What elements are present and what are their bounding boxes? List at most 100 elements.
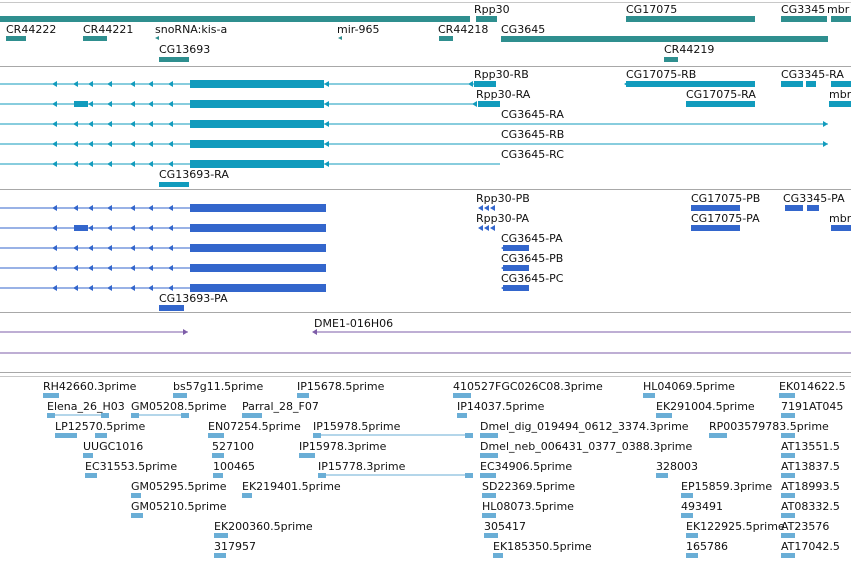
est-glyph[interactable] [482,493,496,498]
protein-exon[interactable] [168,265,173,271]
protein-exon[interactable] [52,205,57,211]
est-label[interactable]: EC34906.5prime [480,460,573,473]
est-label[interactable]: AT13837.5 [781,460,840,473]
est-glyph[interactable] [131,413,139,418]
protein-exon[interactable] [52,285,57,291]
est-glyph[interactable] [453,393,471,398]
protein-exon[interactable] [107,265,112,271]
est-glyph[interactable] [781,533,795,538]
transcript-label-cg17075-rb[interactable]: CG17075-RB [626,68,697,81]
est-label[interactable]: 100465 [213,460,255,473]
transcript-exon[interactable] [159,182,189,187]
gene-label-cr44221[interactable]: CR44221 [83,23,134,36]
est-glyph[interactable] [480,473,496,478]
gene-glyph[interactable] [338,36,342,40]
est-glyph[interactable] [131,493,141,498]
protein-exon[interactable] [159,305,184,311]
transcript-exon[interactable] [324,121,329,127]
transcript-exon[interactable] [107,141,112,147]
protein-exon[interactable] [73,285,78,291]
est-glyph[interactable] [55,433,77,438]
est-label[interactable]: Dmel_dig_019494_0612_3374.3prime [480,420,689,433]
est-glyph[interactable] [781,493,795,498]
est-label[interactable]: SD22369.5prime [482,480,575,493]
est-label[interactable]: IP15978.3prime [299,440,387,453]
est-glyph[interactable] [101,413,109,418]
est-label[interactable]: bs57g11.5prime [173,380,264,393]
transcript-exon[interactable] [474,81,496,87]
protein-exon[interactable] [503,245,529,251]
transcript-exon[interactable] [52,141,57,147]
est-label[interactable]: AT08332.5 [781,500,840,513]
transcript-exon[interactable] [88,121,93,127]
transcript-exon[interactable] [190,160,324,168]
transcript-exon[interactable] [823,121,828,127]
est-label[interactable]: 410527FGC026C08.3prime [453,380,603,393]
gene-label-mbr[interactable]: mbr [827,3,850,16]
protein-exon[interactable] [503,285,529,291]
est-label[interactable]: 317957 [214,540,256,553]
est-glyph[interactable] [47,413,55,418]
protein-exon[interactable] [107,225,112,231]
gene-glyph[interactable] [501,36,828,42]
transcript-exon[interactable] [829,101,851,107]
transcript-exon[interactable] [130,81,135,87]
transcript-exon[interactable] [88,161,93,167]
est-glyph[interactable] [457,413,467,418]
transcript-exon[interactable] [130,121,135,127]
est-glyph[interactable] [643,393,655,398]
protein-exon[interactable] [148,265,153,271]
est-label[interactable]: 493491 [681,500,723,513]
protein-exon[interactable] [148,225,153,231]
transcript-exon[interactable] [107,161,112,167]
protein-exon[interactable] [501,285,506,291]
est-glyph[interactable] [656,413,672,418]
protein-exon[interactable] [52,265,57,271]
est-label[interactable]: AT13551.5 [781,440,840,453]
protein-exon[interactable] [107,285,112,291]
transcript-exon[interactable] [478,101,500,107]
est-label[interactable]: EP15859.3prime [681,480,773,493]
gene-glyph[interactable] [476,16,497,22]
protein-label-cg3645-pb[interactable]: CG3645-PB [501,252,564,265]
est-glyph[interactable] [484,533,498,538]
est-label[interactable]: GM05208.5prime [131,400,227,413]
protein-exon[interactable] [148,245,153,251]
transcript-exon[interactable] [324,161,329,167]
transcript-exon[interactable] [52,121,57,127]
protein-label-rpp30-pa[interactable]: Rpp30-PA [476,212,530,225]
protein-label-cg13693-pa[interactable]: CG13693-PA [159,292,228,305]
est-label[interactable]: AT23576 [781,520,830,533]
est-label[interactable]: EK185350.5prime [493,540,592,553]
transcript-exon[interactable] [148,141,153,147]
est-label[interactable]: Elena_26_H03 [47,400,125,413]
protein-exon[interactable] [74,225,88,231]
gene-glyph[interactable] [781,16,827,22]
protein-exon[interactable] [501,265,506,271]
est-glyph[interactable] [779,393,795,398]
transcript-exon[interactable] [624,81,629,87]
transcript-exon[interactable] [52,161,57,167]
transcript-exon[interactable] [168,141,173,147]
transcript-exon[interactable] [168,121,173,127]
transcript-exon[interactable] [88,141,93,147]
est-glyph[interactable] [656,473,668,478]
protein-label-cg17075-pa[interactable]: CG17075-PA [691,212,760,225]
protein-exon[interactable] [130,225,135,231]
protein-label-cg3345-pa[interactable]: CG3345-PA [783,192,845,205]
est-glyph[interactable] [681,513,693,518]
transcript-exon[interactable] [148,81,153,87]
transcript-exon[interactable] [468,81,473,87]
est-label[interactable]: AT18993.5 [781,480,840,493]
protein-exon[interactable] [130,205,135,211]
transcript-exon[interactable] [472,101,477,107]
est-glyph[interactable] [781,553,795,558]
est-glyph[interactable] [83,453,93,458]
protein-exon[interactable] [785,205,803,211]
transcript-exon[interactable] [148,101,153,107]
transcript-exon[interactable] [107,121,112,127]
transcript-label-rpp30-rb[interactable]: Rpp30-RB [474,68,529,81]
gene-glyph[interactable] [6,36,26,41]
gene-label-cr44218[interactable]: CR44218 [438,23,489,36]
transcript-exon[interactable] [626,81,755,87]
